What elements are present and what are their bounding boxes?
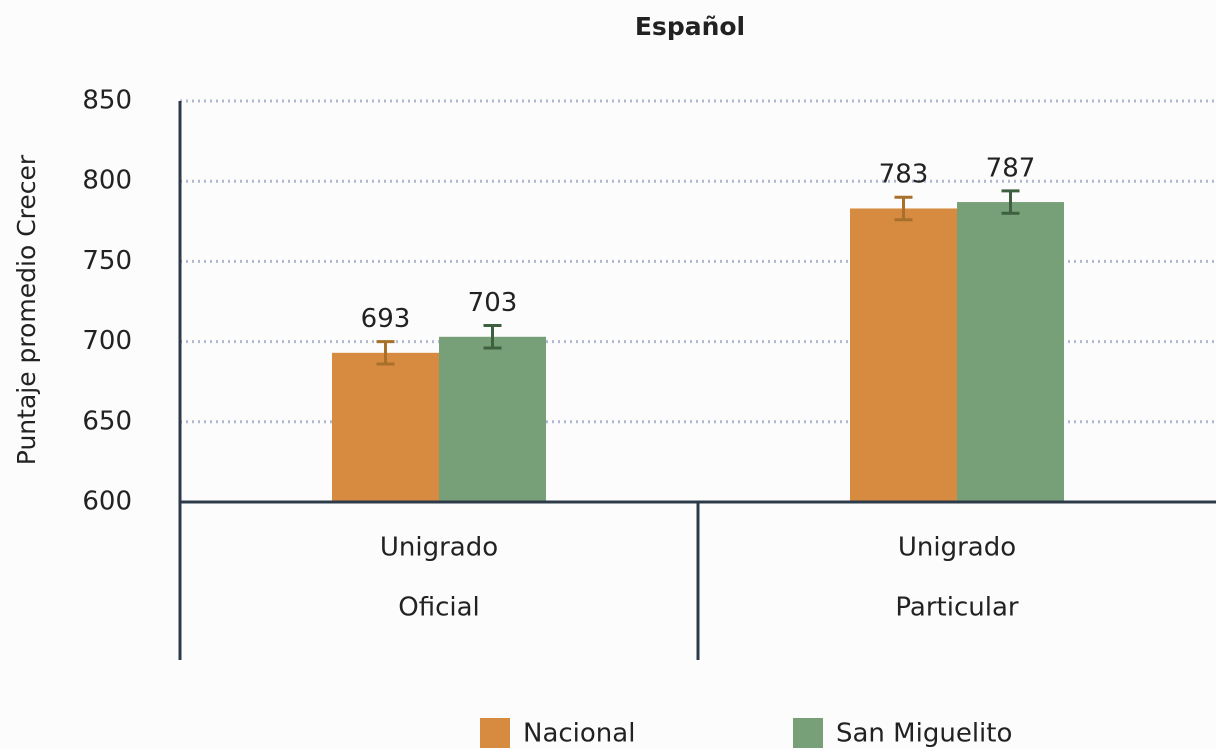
data-label: 703 <box>468 288 518 318</box>
x-tick-label: Unigrado <box>898 533 1016 563</box>
y-tick-label: 750 <box>82 246 132 276</box>
error-bar <box>894 195 913 222</box>
error-bar <box>1001 189 1020 215</box>
y-tick-label: 600 <box>82 487 132 517</box>
bar <box>332 352 439 502</box>
bar <box>439 336 546 502</box>
y-tick-label: 650 <box>82 406 132 436</box>
legend-label: San Miguelito <box>836 719 1012 749</box>
y-tick-label: 800 <box>82 166 132 196</box>
legend-label: Nacional <box>523 719 635 749</box>
chart-title: Español <box>635 12 745 41</box>
legend-swatch <box>793 718 823 748</box>
x-tick-label: Unigrado <box>380 533 498 563</box>
data-label: 783 <box>879 160 929 190</box>
data-label: 693 <box>361 304 411 334</box>
x-tick-label: Oficial <box>398 593 480 623</box>
x-tick-label: Particular <box>895 593 1018 623</box>
legend-swatch <box>480 718 510 748</box>
y-tick-label: 850 <box>82 86 132 116</box>
error-bar <box>376 340 395 366</box>
error-bar <box>483 324 502 350</box>
y-tick-label: 700 <box>82 326 132 356</box>
y-axis-label: Puntaje promedio Crecer <box>12 154 41 465</box>
bar <box>957 202 1064 502</box>
data-label: 787 <box>986 153 1036 183</box>
bar <box>850 208 957 502</box>
